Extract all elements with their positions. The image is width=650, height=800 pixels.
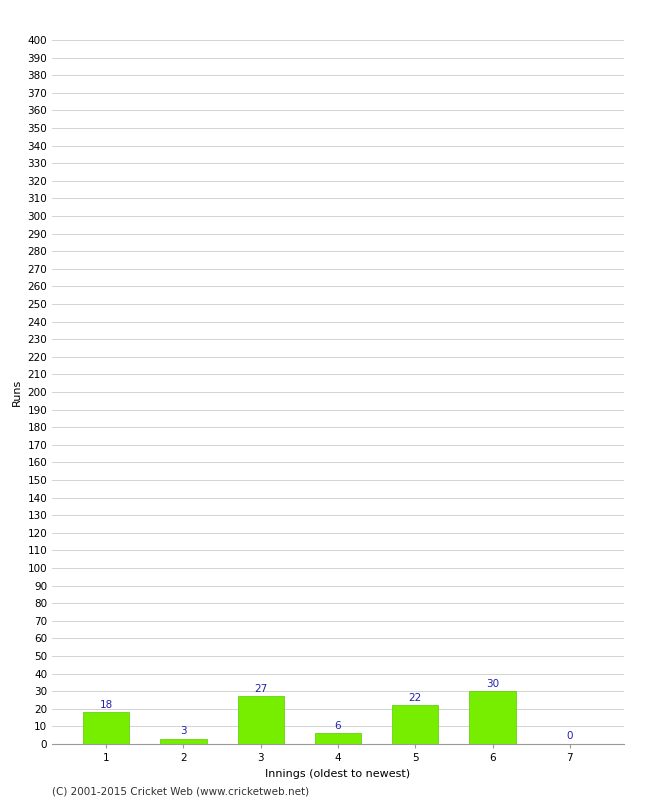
Bar — [469, 691, 516, 744]
Bar — [83, 712, 129, 744]
Text: 30: 30 — [486, 678, 499, 689]
Y-axis label: Runs: Runs — [12, 378, 22, 406]
Bar — [237, 697, 284, 744]
X-axis label: Innings (oldest to newest): Innings (oldest to newest) — [265, 769, 411, 778]
Bar — [315, 734, 361, 744]
Text: 0: 0 — [567, 731, 573, 742]
Text: 18: 18 — [99, 700, 112, 710]
Text: 22: 22 — [409, 693, 422, 702]
Text: 6: 6 — [335, 721, 341, 731]
Bar — [160, 738, 207, 744]
Bar — [392, 706, 439, 744]
Text: 3: 3 — [180, 726, 187, 736]
Text: (C) 2001-2015 Cricket Web (www.cricketweb.net): (C) 2001-2015 Cricket Web (www.cricketwe… — [52, 786, 309, 796]
Text: 27: 27 — [254, 684, 267, 694]
